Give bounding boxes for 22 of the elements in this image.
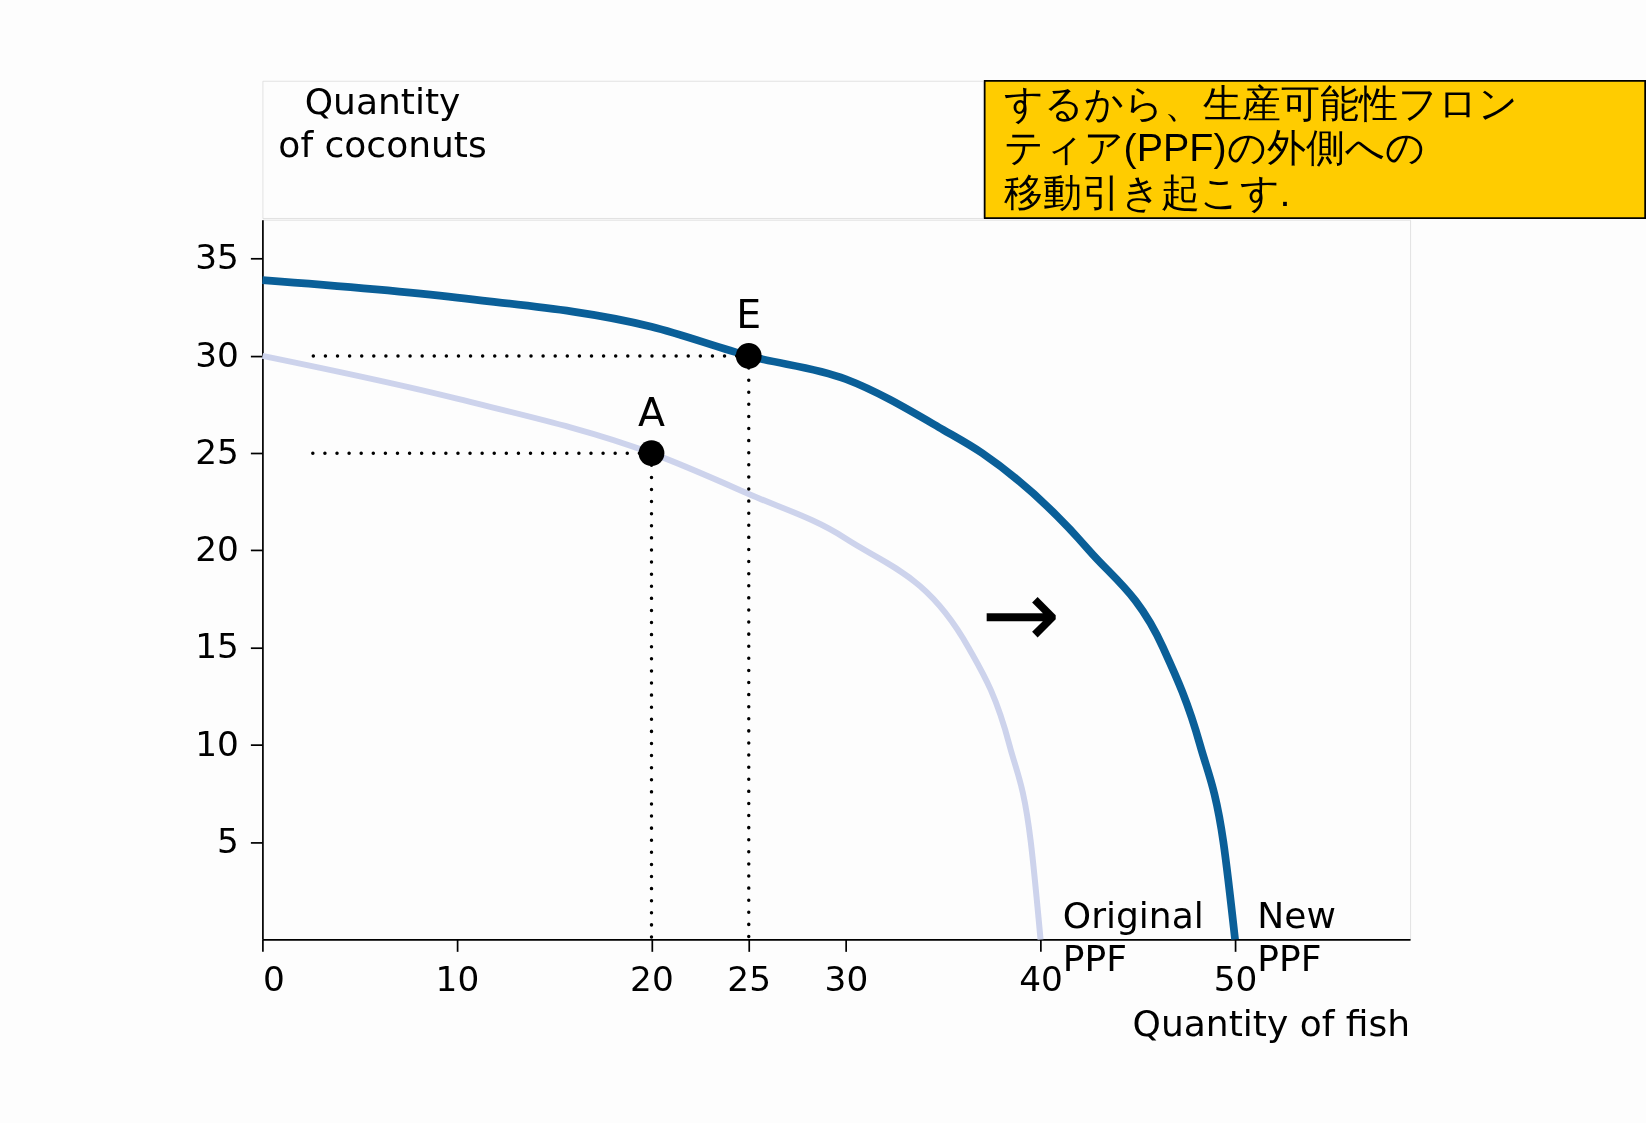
y-tick-label: 5 (217, 820, 239, 861)
y-tick-label: 20 (195, 529, 239, 570)
x-tick-label: 50 (1213, 959, 1258, 1000)
annotation: E (736, 291, 762, 338)
series-label: New PPF (1257, 895, 1336, 980)
y-tick-label: 30 (195, 334, 239, 375)
x-tick-label: 10 (435, 959, 480, 1000)
y-tick-label: 25 (195, 431, 239, 472)
y-tick-label: 10 (195, 723, 239, 764)
x-tick-label: 30 (824, 959, 869, 1000)
annotation: A (638, 388, 666, 435)
x-tick-label: 20 (630, 959, 674, 1000)
y-tick-label: 35 (195, 237, 239, 278)
x-axis-title: Quantity of fish (1132, 1003, 1411, 1045)
x-tick-label: 0 (262, 959, 285, 1000)
y-axis-title: Quantity of coconuts (278, 81, 487, 166)
x-tick-label: 40 (1019, 959, 1063, 1000)
series-label: Original PPF (1062, 895, 1204, 980)
y-tick-label: 15 (195, 626, 239, 667)
annotation: → (981, 558, 1061, 669)
text: するから、生産可能性フロンティア(PPF)の外側への移動引き起こす. (1003, 80, 1518, 215)
x-tick-label: 25 (727, 959, 772, 1000)
